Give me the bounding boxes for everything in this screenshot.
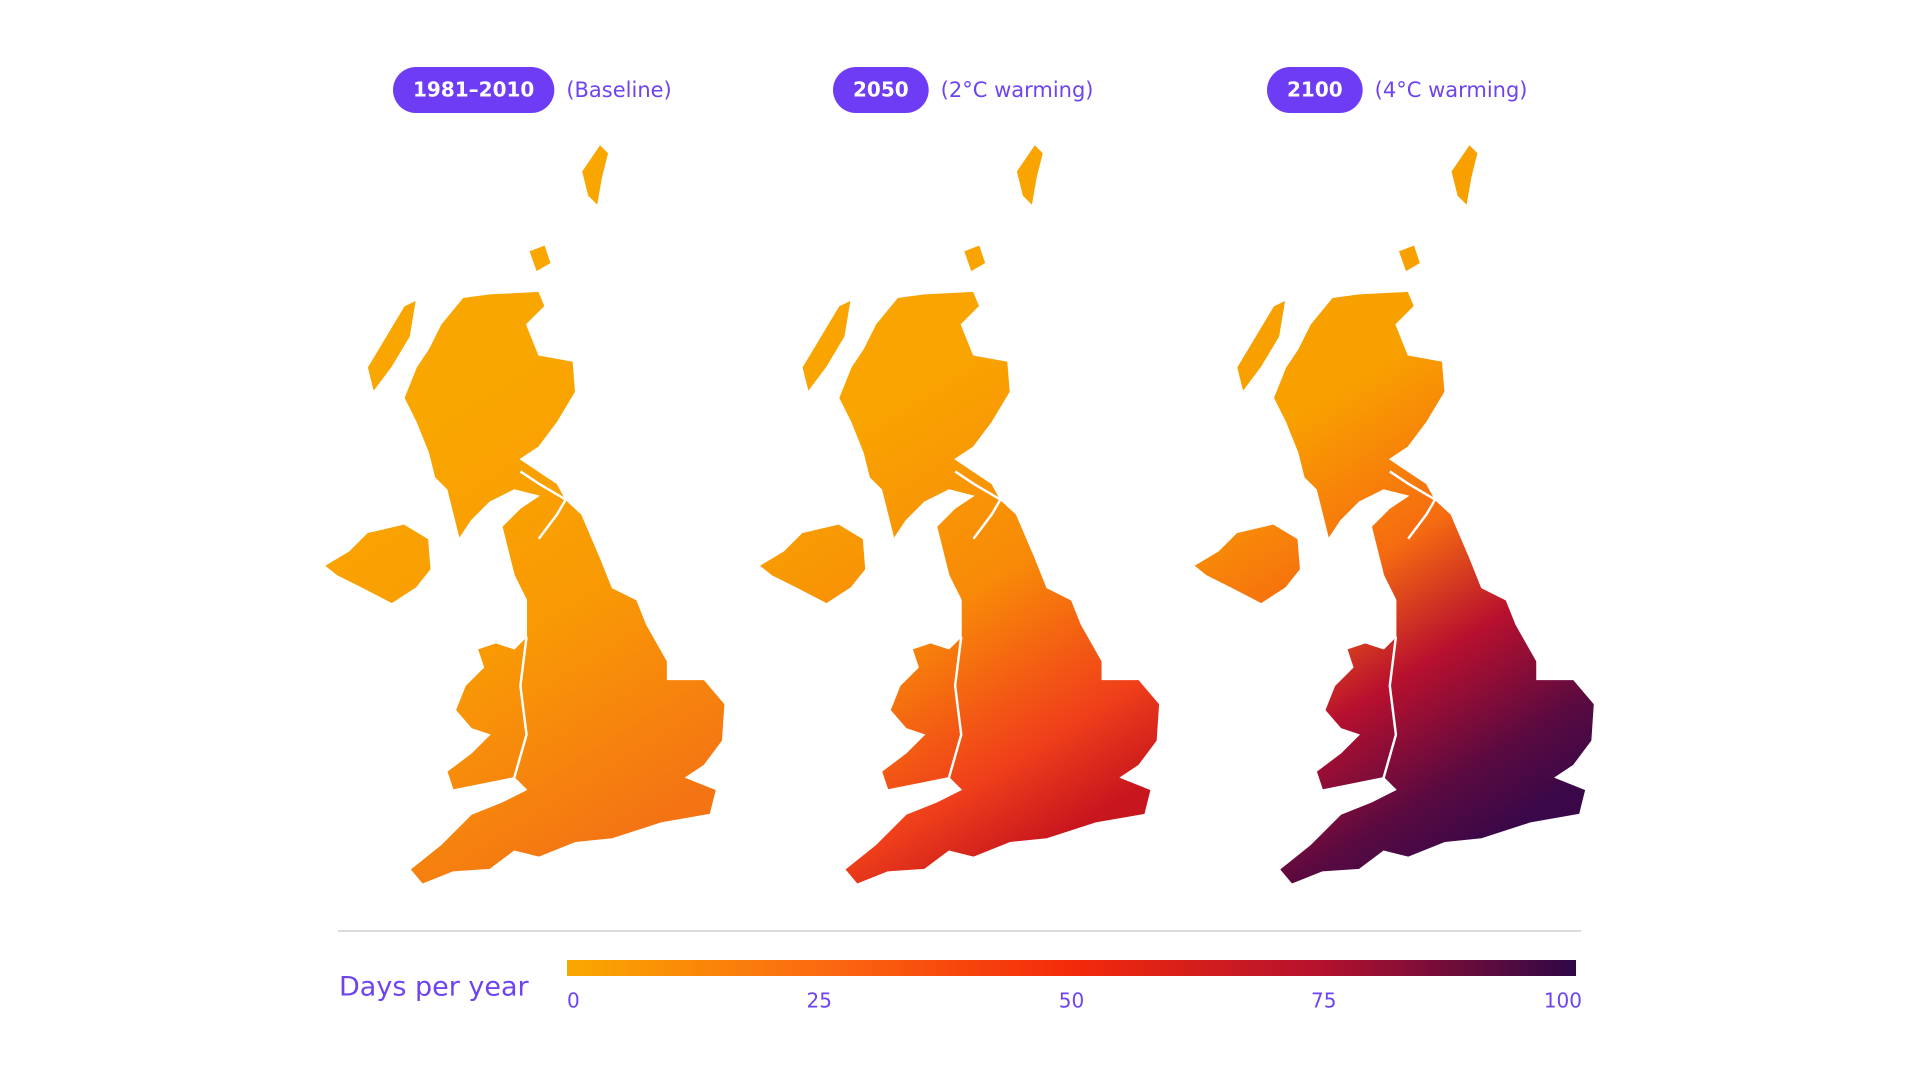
maps bbox=[323, 143, 1595, 885]
region bbox=[581, 143, 610, 207]
period-label: 2100 bbox=[1287, 78, 1343, 102]
region bbox=[1272, 290, 1595, 885]
region bbox=[403, 290, 726, 885]
map bbox=[323, 143, 726, 885]
tick-label: 50 bbox=[1059, 989, 1084, 1013]
scenario-label: (Baseline) bbox=[566, 78, 671, 102]
tick-label: 75 bbox=[1311, 989, 1336, 1013]
period-badge bbox=[393, 67, 555, 113]
map bbox=[758, 143, 1161, 885]
region bbox=[1236, 299, 1287, 393]
region bbox=[1193, 523, 1301, 605]
border bbox=[947, 470, 1003, 778]
border bbox=[513, 470, 568, 778]
period-label: 2050 bbox=[853, 78, 909, 102]
border bbox=[1382, 470, 1437, 778]
tick-label: 0 bbox=[567, 989, 580, 1013]
region bbox=[1015, 143, 1044, 207]
region bbox=[528, 244, 552, 273]
region bbox=[963, 244, 987, 273]
map bbox=[1193, 143, 1595, 885]
region bbox=[323, 523, 432, 605]
region bbox=[366, 299, 417, 393]
period-label: 1981–2010 bbox=[413, 78, 534, 102]
region bbox=[758, 523, 867, 605]
period-badge bbox=[1267, 67, 1363, 113]
period-badge bbox=[833, 67, 929, 113]
region bbox=[801, 299, 852, 393]
tick-label: 25 bbox=[807, 989, 832, 1013]
legend-ticks: 0 25 50 75 100 bbox=[567, 989, 1582, 1013]
region bbox=[1397, 244, 1421, 273]
headers: 1981–2010 (Baseline) 2050 (2°C warming) 2100… bbox=[393, 67, 1528, 113]
scenario-label: (4°C warming) bbox=[1375, 78, 1528, 102]
tick-label: 100 bbox=[1544, 989, 1582, 1013]
legend-title: Days per year bbox=[339, 972, 530, 1003]
colorbar bbox=[567, 960, 1576, 976]
scenario-label: (2°C warming) bbox=[941, 78, 1094, 102]
region bbox=[1450, 143, 1479, 207]
region bbox=[838, 290, 1161, 885]
